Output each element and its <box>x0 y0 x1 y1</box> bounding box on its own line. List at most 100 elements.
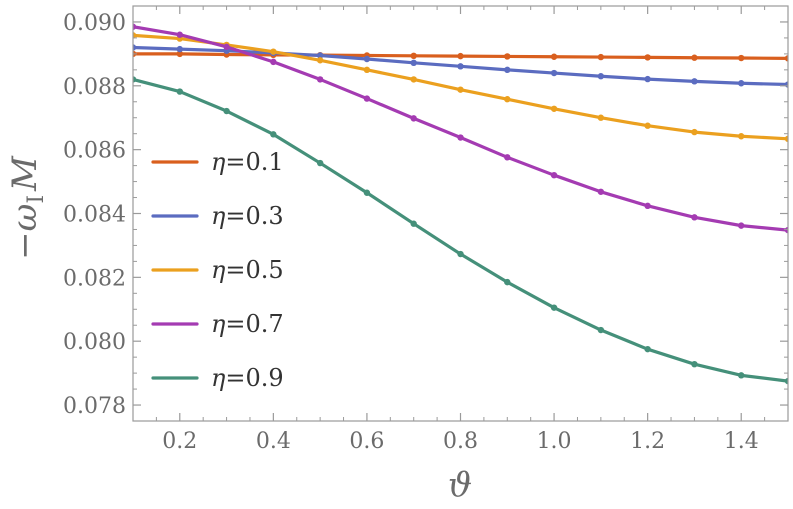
data-point <box>363 95 371 102</box>
data-point <box>270 58 277 66</box>
data-point <box>457 250 464 258</box>
data-point <box>550 304 558 311</box>
data-point <box>550 105 558 112</box>
data-point <box>410 220 417 227</box>
data-point <box>597 188 605 195</box>
data-point <box>363 189 371 196</box>
data-point <box>316 159 324 167</box>
y-tick-label: 0.084 <box>63 203 126 228</box>
data-point <box>784 135 788 142</box>
data-point <box>738 372 745 379</box>
y-tick-label: 0.082 <box>63 266 126 291</box>
y-label-minus: − <box>5 231 45 260</box>
data-point <box>223 107 230 115</box>
x-tick-label: 1.2 <box>630 429 665 454</box>
data-point <box>410 52 417 59</box>
data-point <box>597 326 605 334</box>
legend-eta-symbol: η <box>211 202 226 230</box>
data-point <box>316 52 324 59</box>
legend-eta-value: =0.9 <box>225 364 283 392</box>
tick-layer: 0.2 0.4 0.6 0.8 1.0 1.2 1.4 0.078 0.080 0.082 0.08… <box>63 5 789 454</box>
data-point <box>784 226 788 234</box>
legend-eta-value: =0.3 <box>225 202 283 230</box>
data-point <box>691 128 698 136</box>
data-point <box>504 96 511 103</box>
data-point <box>644 54 651 61</box>
data-point <box>316 57 324 64</box>
y-label-subscript: I <box>24 195 49 204</box>
data-point <box>597 114 605 121</box>
data-point <box>457 86 464 93</box>
data-point <box>504 278 511 286</box>
x-tick-label: 0.6 <box>349 429 384 454</box>
data-point <box>176 45 183 53</box>
x-tick-label: 0.2 <box>162 429 197 454</box>
data-point <box>133 32 137 39</box>
legend-eta-symbol: η <box>211 256 226 284</box>
axis-labels: ϑ −ωIM <box>5 155 472 505</box>
data-point <box>363 66 371 74</box>
data-point <box>176 88 183 95</box>
legend-eta-symbol: η <box>211 148 226 176</box>
data-point <box>550 53 558 60</box>
data-point <box>504 53 511 60</box>
data-point <box>644 345 651 353</box>
legend-label: η=0.5 <box>211 256 284 284</box>
legend-eta-value: =0.1 <box>225 148 283 176</box>
data-point <box>133 76 137 83</box>
data-point <box>176 50 183 58</box>
y-tick-label: 0.080 <box>63 330 126 355</box>
legend-label: η=0.3 <box>211 202 284 230</box>
y-tick-label: 0.090 <box>63 11 126 36</box>
data-point <box>644 202 651 210</box>
data-point <box>410 59 417 67</box>
data-point <box>410 76 417 83</box>
data-point <box>597 53 605 61</box>
data-point <box>504 66 511 74</box>
legend-label: η=0.1 <box>211 148 284 176</box>
data-point <box>457 134 464 141</box>
x-tick-label: 0.4 <box>256 429 291 454</box>
data-point <box>133 44 137 51</box>
legend-label: η=0.9 <box>211 364 284 392</box>
legend-eta-symbol: η <box>211 364 226 392</box>
data-point <box>550 171 558 179</box>
data-point <box>691 54 698 61</box>
y-tick-label: 0.088 <box>63 75 126 100</box>
data-point <box>738 133 745 140</box>
legend-eta-value: =0.5 <box>225 256 283 284</box>
data-point <box>644 122 651 129</box>
data-point <box>316 76 324 83</box>
data-point <box>691 78 698 85</box>
x-tick-label: 0.8 <box>443 429 478 454</box>
data-point <box>691 360 698 368</box>
legend: η=0.1η=0.3η=0.5η=0.7η=0.9 <box>151 148 284 392</box>
data-point <box>363 55 371 63</box>
data-point <box>457 52 464 60</box>
data-point <box>270 131 277 138</box>
legend-eta-value: =0.7 <box>225 310 283 338</box>
data-point <box>133 23 137 30</box>
x-tick-label: 1.0 <box>537 429 572 454</box>
data-point <box>410 115 417 122</box>
data-point <box>176 31 183 38</box>
data-point <box>550 69 558 77</box>
data-point <box>738 222 745 229</box>
data-point <box>784 377 788 385</box>
y-tick-label: 0.086 <box>63 139 126 164</box>
data-point <box>738 80 745 87</box>
y-axis-label: −ωIM <box>5 155 49 260</box>
data-point <box>457 63 464 70</box>
y-label-omega: ω <box>5 204 45 232</box>
data-point <box>223 43 230 51</box>
data-point <box>644 75 651 83</box>
data-point <box>738 54 745 62</box>
y-tick-label: 0.078 <box>63 394 126 419</box>
legend-eta-symbol: η <box>211 310 226 338</box>
y-label-mass: M <box>5 155 45 192</box>
data-point <box>504 154 511 161</box>
legend-label: η=0.7 <box>211 310 284 338</box>
data-point <box>270 48 277 55</box>
series-layer <box>133 23 788 385</box>
x-axis-label: ϑ <box>448 465 472 505</box>
